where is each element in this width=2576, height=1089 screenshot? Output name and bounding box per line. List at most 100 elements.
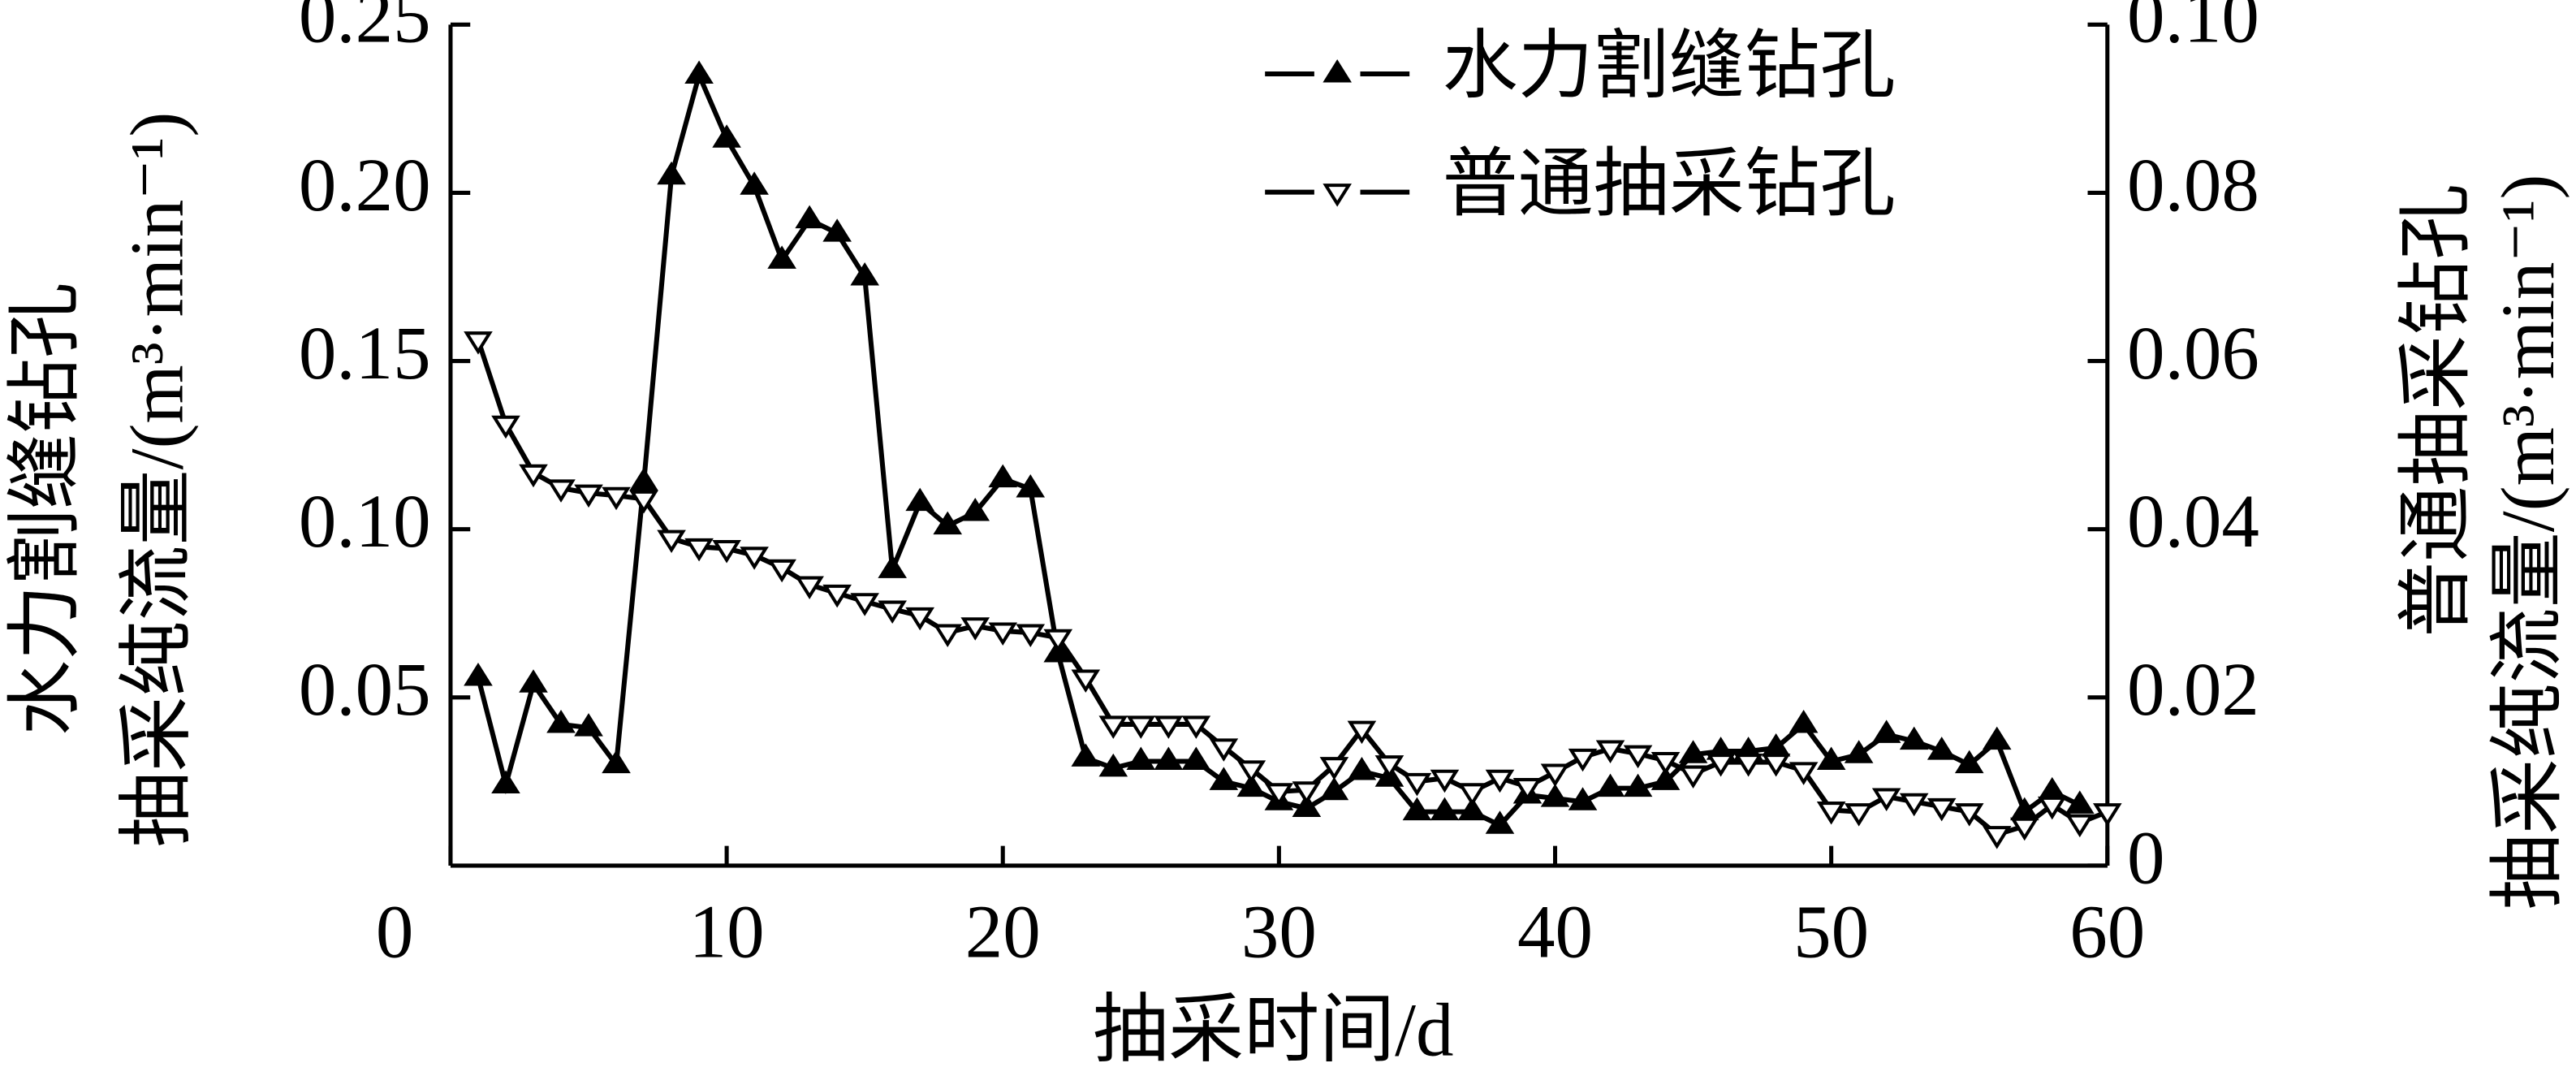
- y2-axis-title: 抽采纯流量/(m³·min⁻¹): [2487, 175, 2570, 910]
- y-axis-title: 抽采纯流量/(m³·min⁻¹): [115, 112, 199, 848]
- marker: [822, 584, 852, 608]
- y2-tick-label: 0.08: [2127, 144, 2259, 227]
- marker: [1595, 740, 1625, 763]
- marker: [1844, 803, 1874, 827]
- marker: [712, 539, 741, 564]
- marker: [546, 709, 576, 733]
- marker: [491, 770, 520, 794]
- marker: [2037, 776, 2067, 801]
- y-axis-title: 水力割缝钻孔: [4, 283, 88, 736]
- marker: [1733, 754, 1763, 777]
- marker: [1540, 763, 1570, 787]
- marker: [464, 331, 493, 355]
- marker: [1430, 769, 1460, 793]
- legend-marker: [1323, 59, 1352, 83]
- y2-tick-label: 0.02: [2127, 648, 2259, 732]
- y-tick-label: 0.10: [299, 480, 431, 564]
- marker: [1319, 757, 1349, 780]
- marker: [574, 713, 603, 737]
- x-tick-label: 60: [2069, 890, 2145, 974]
- marker: [1236, 773, 1266, 797]
- marker: [1071, 669, 1101, 693]
- marker: [1650, 751, 1681, 776]
- x-tick-label: 20: [965, 890, 1041, 974]
- y-tick-label: 0.25: [299, 0, 431, 59]
- marker: [1761, 754, 1791, 777]
- marker: [1292, 781, 1322, 805]
- marker: [850, 262, 879, 286]
- marker: [740, 171, 769, 195]
- marker: [740, 547, 769, 570]
- marker: [1374, 755, 1405, 779]
- marker: [988, 622, 1018, 646]
- marker: [1623, 745, 1653, 769]
- marker: [1016, 474, 1046, 498]
- y-tick-label: 0.05: [299, 648, 431, 732]
- marker: [519, 464, 548, 488]
- marker: [1264, 783, 1294, 806]
- marker: [1154, 746, 1184, 771]
- marker: [1540, 784, 1570, 807]
- marker: [1844, 740, 1874, 763]
- marker: [795, 576, 824, 600]
- marker: [1402, 772, 1432, 797]
- y2-tick-label: 0.10: [2127, 0, 2259, 59]
- x-tick-label: 30: [1241, 890, 1317, 974]
- marker: [1982, 826, 2012, 849]
- marker: [519, 669, 548, 693]
- marker: [1871, 788, 1901, 811]
- marker: [1899, 726, 1929, 750]
- marker: [1126, 715, 1156, 739]
- marker: [1236, 760, 1266, 784]
- marker: [1927, 797, 1957, 822]
- marker: [1347, 756, 1377, 780]
- legend-label: 普通抽采钻孔: [1443, 143, 1896, 227]
- marker: [1209, 738, 1239, 762]
- marker: [1485, 769, 1515, 793]
- marker: [1430, 797, 1460, 821]
- marker: [1623, 773, 1653, 797]
- marker: [1568, 787, 1598, 810]
- x-tick-label: 10: [689, 890, 765, 974]
- marker: [1678, 765, 1708, 789]
- marker: [1071, 743, 1101, 767]
- marker: [767, 559, 796, 583]
- marker: [1650, 767, 1681, 790]
- y-tick-label: 0.20: [299, 144, 431, 227]
- marker: [933, 511, 963, 535]
- marker: [2092, 803, 2122, 827]
- marker: [1209, 767, 1239, 790]
- x-tick-label: 50: [1793, 890, 1869, 974]
- marker: [960, 498, 990, 521]
- legend-label: 水力割缝钻孔: [1443, 24, 1896, 108]
- marker: [850, 593, 879, 616]
- y2-tick-label: 0.06: [2127, 312, 2259, 395]
- marker: [1816, 746, 1846, 771]
- marker: [960, 617, 990, 641]
- marker: [1954, 803, 1984, 827]
- marker: [1043, 629, 1073, 653]
- marker: [1098, 753, 1128, 777]
- marker: [464, 662, 493, 686]
- legend-marker: [1323, 184, 1352, 207]
- y-tick-label: 0.15: [299, 312, 431, 395]
- marker: [602, 750, 631, 774]
- marker: [657, 161, 686, 185]
- marker: [1485, 810, 1515, 834]
- marker: [1954, 750, 1984, 774]
- marker: [1457, 797, 1487, 821]
- marker: [1899, 793, 1929, 817]
- marker: [988, 464, 1018, 488]
- x-axis-title: 抽采时间/d: [1093, 989, 1454, 1073]
- marker: [1181, 746, 1211, 771]
- marker: [1347, 720, 1377, 745]
- marker: [1512, 778, 1543, 802]
- marker: [1568, 748, 1598, 772]
- marker: [1789, 709, 1819, 733]
- marker: [905, 487, 935, 512]
- marker: [2037, 796, 2067, 820]
- marker: [1457, 783, 1487, 806]
- marker: [1789, 762, 1819, 785]
